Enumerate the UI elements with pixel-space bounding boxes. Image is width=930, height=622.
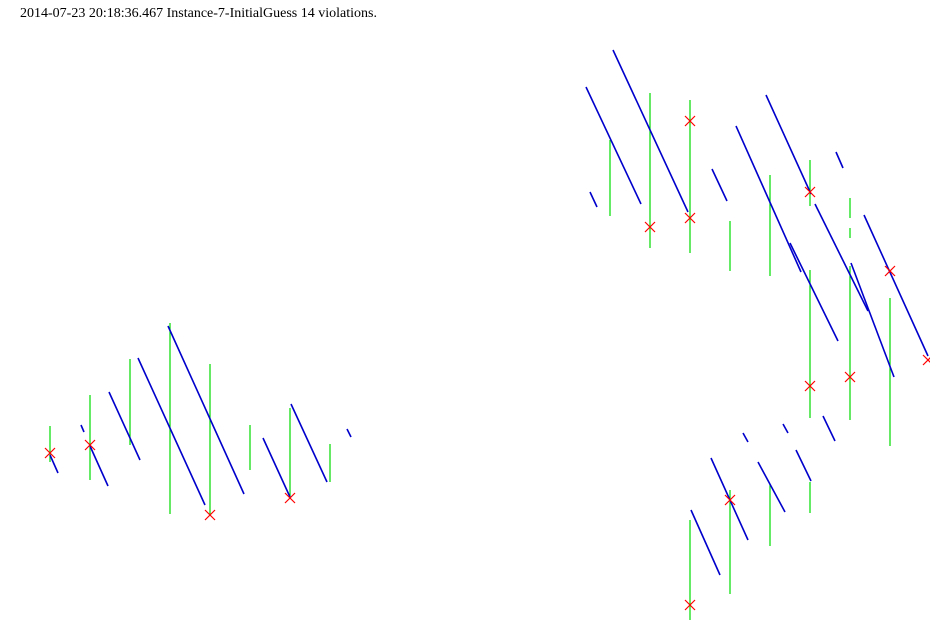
diagonal-segment [863,214,929,357]
violation-cross-marker [204,509,216,521]
violation-cross-marker [284,492,296,504]
diagonal-segment [789,242,839,342]
diagonal-segment [167,325,245,495]
diagonal-segment [137,357,206,506]
violation-cross-stroke [44,447,56,459]
violation-cross-stroke [284,492,296,504]
diagonal-segments [49,49,929,576]
diagonal-segment [757,461,786,513]
diagonal-segment [795,449,812,482]
diagonal-segment [346,428,352,438]
diagonal-segment [262,437,291,498]
violation-cross-marker [844,371,856,383]
diagonal-segment [765,94,812,195]
violation-cross-marker [684,212,696,224]
diagonal-segment [690,509,721,576]
diagonal-segment [589,191,598,208]
diagonal-segment [585,86,642,205]
violation-cross-stroke [922,357,930,366]
diagonal-segment [814,203,869,312]
violation-cross-stroke [644,221,656,233]
violation-cross-marker [644,221,656,233]
diagonal-segment [612,49,689,213]
violation-cross-stroke [844,371,856,383]
violation-cross-marker [922,354,930,366]
violation-cross-stroke [684,212,696,224]
violation-cross-stroke [684,599,696,611]
violation-cross-stroke [724,494,736,506]
violation-cross-marker [804,186,816,198]
violation-cross-marker [804,380,816,392]
diagonal-segment [89,445,109,487]
caption-text: 2014-07-23 20:18:36.467 Instance-7-Initi… [20,6,377,21]
violation-cross-stroke [804,380,816,392]
violation-cross-marker [724,494,736,506]
diagonal-segment [782,423,789,434]
violation-cross-marker [84,439,96,451]
violation-cross-stroke [804,186,816,198]
violation-cross-stroke [684,115,696,127]
diagonal-segment [835,151,844,169]
diagonal-segment [108,391,141,461]
violation-cross-marker [684,599,696,611]
diagonal-segment [822,415,836,442]
vertical-segments [49,93,891,620]
violation-cross-stroke [204,509,216,521]
diagonal-segment [290,403,328,483]
violation-cross-marker [884,265,896,277]
violation-cross-stroke [884,265,896,277]
diagonal-segment [850,262,895,378]
violation-markers [44,115,930,611]
diagonal-segment [711,168,728,202]
diagonal-segment [80,424,85,433]
diagonal-segment [735,125,802,273]
violation-cross-stroke [84,439,96,451]
violation-cross-marker [44,447,56,459]
violation-cross-marker [684,115,696,127]
diagonal-segment [49,454,59,474]
diagonal-segment [742,432,749,443]
